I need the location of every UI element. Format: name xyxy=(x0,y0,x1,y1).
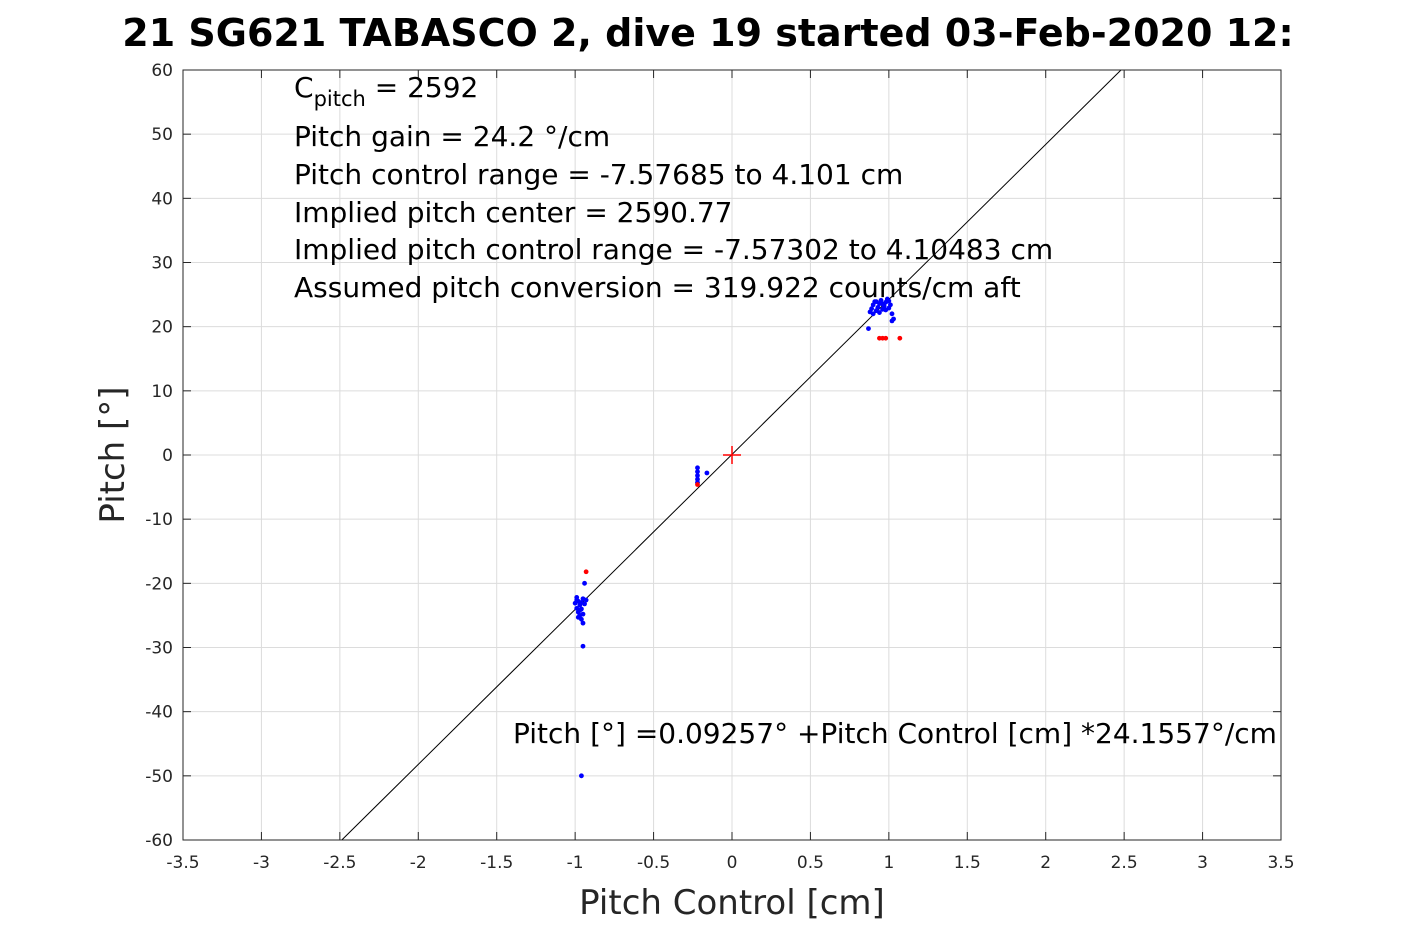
data-point-red xyxy=(695,482,700,487)
c-pitch-symbol: C xyxy=(294,71,314,104)
c-pitch-subscript: pitch xyxy=(314,87,366,111)
y-axis-label: Pitch [°] xyxy=(93,386,133,523)
x-tick-label: -1.5 xyxy=(480,853,513,873)
y-tick-label: 50 xyxy=(151,125,173,145)
x-tick-label: 2 xyxy=(1040,853,1051,873)
center-marker-group xyxy=(723,446,741,464)
data-points xyxy=(572,296,903,779)
y-tick-label: 20 xyxy=(151,318,173,338)
data-point-blue xyxy=(580,611,586,617)
data-point-red xyxy=(883,335,889,341)
x-tick-label: 2.5 xyxy=(1111,853,1138,873)
data-point-blue xyxy=(883,307,889,313)
c-pitch-value: = 2592 xyxy=(366,71,479,104)
data-point-red xyxy=(897,335,903,341)
x-axis-label: Pitch Control [cm] xyxy=(579,883,885,923)
data-point-blue xyxy=(575,614,581,620)
y-tick-label: -20 xyxy=(145,574,173,594)
data-point-blue xyxy=(889,311,895,317)
data-point-blue xyxy=(866,326,871,331)
x-ticks: -3.5 -3 -2.5 -2 -1.5 -1 -0.5 0 0.5 1 1.5 2 2.5 3 3.5 xyxy=(166,70,1295,873)
x-tick-label: -1 xyxy=(567,853,584,873)
annotation-implied-pitch-center: Implied pitch center = 2590.77 xyxy=(294,196,732,229)
data-point-blue xyxy=(869,306,875,312)
x-tick-label: -2 xyxy=(410,853,427,873)
data-point-blue xyxy=(695,465,700,471)
data-point-blue xyxy=(580,620,586,626)
data-point-blue xyxy=(695,469,700,475)
data-point-blue xyxy=(580,643,586,649)
data-point-red xyxy=(583,569,589,575)
data-point-blue xyxy=(695,473,700,478)
y-tick-label: 10 xyxy=(151,382,173,402)
data-point-blue xyxy=(579,600,584,605)
data-point-blue xyxy=(875,305,881,310)
y-tick-label: -60 xyxy=(145,831,173,851)
data-point-blue xyxy=(870,311,876,317)
annotation-implied-pitch-control-range: Implied pitch control range = -7.57302 t… xyxy=(294,233,1053,266)
y-tick-label: 0 xyxy=(162,446,173,466)
fit-equation: Pitch [°] =0.09257° +Pitch Control [cm] … xyxy=(513,717,1277,750)
c-pitch-annotation: Cpitch = 2592 xyxy=(294,71,478,111)
x-tick-label: 1 xyxy=(883,853,894,873)
x-tick-label: 0 xyxy=(727,853,738,873)
x-tick-label: -2.5 xyxy=(323,853,356,873)
data-point-blue xyxy=(704,470,710,476)
y-tick-label: 60 xyxy=(151,61,173,81)
chart-title: 21 SG621 TABASCO 2, dive 19 started 03-F… xyxy=(122,11,1293,55)
annotation-pitch-gain: Pitch gain = 24.2 °/cm xyxy=(294,120,610,153)
x-tick-label: 3.5 xyxy=(1267,853,1294,873)
data-point-blue xyxy=(889,318,895,324)
data-point-blue xyxy=(582,580,587,586)
x-tick-label: -3.5 xyxy=(166,853,199,873)
annotation-assumed-pitch-conversion: Assumed pitch conversion = 319.922 count… xyxy=(294,271,1021,304)
data-point-blue xyxy=(572,600,578,606)
y-tick-label: -30 xyxy=(145,639,173,659)
y-tick-label: -40 xyxy=(145,703,173,723)
x-tick-label: 3 xyxy=(1197,853,1208,873)
data-point-blue xyxy=(886,298,892,304)
grid xyxy=(182,69,1282,841)
data-point-blue xyxy=(880,301,885,307)
data-point-blue xyxy=(577,607,583,613)
y-tick-label: -10 xyxy=(145,510,173,530)
x-tick-label: 0.5 xyxy=(797,853,824,873)
data-point-blue xyxy=(579,773,584,779)
annotation-pitch-control-range: Pitch control range = -7.57685 to 4.101 … xyxy=(294,158,903,191)
x-tick-label: -0.5 xyxy=(637,853,670,873)
data-point-blue xyxy=(877,310,882,315)
y-tick-label: -50 xyxy=(145,767,173,787)
data-point-blue xyxy=(873,299,879,305)
data-point-blue xyxy=(878,297,884,303)
y-tick-label: 30 xyxy=(151,254,173,274)
x-tick-label: -3 xyxy=(253,853,270,873)
y-tick-label: 40 xyxy=(151,189,173,209)
data-point-blue xyxy=(888,302,893,308)
y-ticks: 60 50 40 30 20 10 0 -10 -20 -30 -40 -50 -60 xyxy=(145,61,1281,851)
x-tick-label: 1.5 xyxy=(954,853,981,873)
data-point-blue xyxy=(580,596,586,602)
